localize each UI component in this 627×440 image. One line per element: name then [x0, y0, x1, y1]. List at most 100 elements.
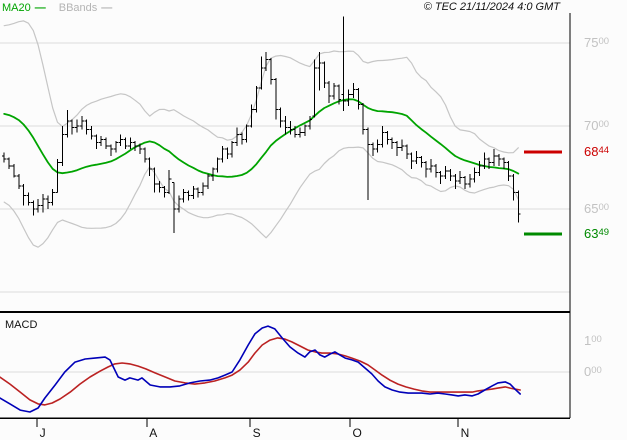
ohlc-bar [225, 147, 230, 160]
macd-tick-label: 000 [584, 364, 602, 379]
ohlc-bar [365, 127, 371, 200]
ohlc-bar [152, 167, 157, 193]
ohlc-bar [103, 137, 109, 150]
ohlc-bar [16, 174, 21, 190]
bollinger-lower-band [3, 146, 519, 248]
ohlc-bar [297, 127, 303, 138]
price-tick-label: 7500 [584, 35, 609, 50]
ohlc-bar [259, 56, 264, 90]
ohlc-bar [472, 167, 477, 183]
legend: MA20— BBands — [2, 2, 112, 14]
ohlc-bar [45, 195, 51, 209]
ohlc-bar [409, 152, 414, 170]
ohlc-bar [94, 134, 99, 150]
ohlc-bar [60, 126, 65, 166]
ohlc-bar [394, 140, 400, 156]
ohlc-bar [84, 119, 89, 135]
macd-tick-label: 100 [584, 333, 602, 348]
ohlc-bar [283, 116, 288, 135]
ohlc-bar [89, 126, 94, 140]
macd-pane-title: MACD [5, 319, 38, 331]
ohlc-bar [123, 137, 128, 150]
ohlc-bar [428, 159, 434, 173]
ohlc-bar [390, 137, 395, 150]
price-tick-label: 7000 [584, 118, 609, 133]
ohlc-bar [448, 169, 453, 181]
ohlc-bar [234, 127, 240, 146]
ohlc-bar [263, 52, 269, 72]
ohlc-bar [322, 61, 327, 88]
ohlc-bar [176, 195, 181, 213]
ohlc-bar [496, 154, 502, 166]
ohlc-bar [65, 110, 70, 138]
ohlc-bar [516, 190, 521, 223]
ohlc-bar [229, 140, 235, 158]
ohlc-bar [186, 190, 191, 201]
ohlc-bar [210, 167, 215, 181]
ohlc-bar [506, 160, 511, 181]
macd-line [0, 325, 521, 413]
bbands-line-swatch: — [101, 2, 112, 14]
ohlc-bar [414, 150, 419, 165]
ohlc-bar [249, 104, 254, 128]
ohlc-bar [157, 180, 162, 193]
ohlc-bar [399, 139, 405, 151]
ohlc-bar [278, 107, 283, 128]
ohlc-bar [317, 52, 322, 91]
ohlc-bar [477, 160, 482, 176]
ohlc-bar [26, 192, 31, 206]
ohlc-bar [360, 102, 366, 135]
ohlc-bar [438, 170, 443, 185]
resistance-level-label: 6844 [584, 144, 609, 159]
ohlc-bar [336, 84, 342, 105]
ohlc-bar [331, 82, 337, 100]
ohlc-bar [142, 147, 148, 163]
ohlc-bar [79, 116, 84, 130]
ohlc-bar [491, 149, 497, 166]
support-level-label: 6349 [584, 226, 609, 241]
ohlc-bar [55, 159, 60, 193]
ohlc-bar [487, 157, 492, 170]
ohlc-bar [40, 194, 46, 213]
legend-bbands-label: BBands [58, 2, 98, 14]
ohlc-bar [482, 152, 487, 170]
ohlc-bar [511, 174, 516, 201]
ohlc-bar [132, 140, 138, 151]
ohlc-bar [171, 181, 177, 234]
ohlc-bar [35, 199, 41, 213]
watermark: © TEC 21/11/2024 4:0 GMT [423, 1, 560, 13]
ohlc-bar [239, 132, 245, 145]
ohlc-bar [453, 174, 458, 190]
ohlc-bar [128, 137, 133, 150]
ohlc-bar [69, 119, 75, 135]
ohlc-bar [307, 116, 312, 130]
macd-pane-top-border [0, 311, 570, 313]
ohlc-bar [50, 189, 55, 206]
ohlc-bar [220, 145, 225, 163]
ohlc-bar [147, 157, 152, 176]
ohlc-bar [501, 157, 506, 170]
ohlc-bar [404, 144, 409, 160]
ohlc-bar [356, 87, 361, 110]
ohlc-bar [433, 164, 439, 178]
ohlc-bar [254, 86, 259, 113]
ohlc-bar [166, 169, 172, 195]
ohlc-bar [288, 121, 293, 135]
month-label: A [149, 426, 157, 440]
ohlc-bar [443, 165, 448, 180]
ohlc-bar [113, 140, 118, 153]
ohlc-bar [181, 189, 186, 203]
month-label: N [461, 426, 470, 440]
price-tick-label: 6500 [584, 201, 609, 216]
ohlc-bar [293, 126, 298, 138]
month-label: O [353, 426, 362, 440]
ohlc-bar [467, 174, 472, 188]
ohlc-bar [302, 124, 308, 136]
ohlc-bar [31, 200, 36, 216]
month-label: J [40, 426, 46, 440]
ohlc-bar [108, 144, 114, 156]
ohlc-bar [196, 187, 201, 198]
ohlc-bar [341, 16, 346, 112]
